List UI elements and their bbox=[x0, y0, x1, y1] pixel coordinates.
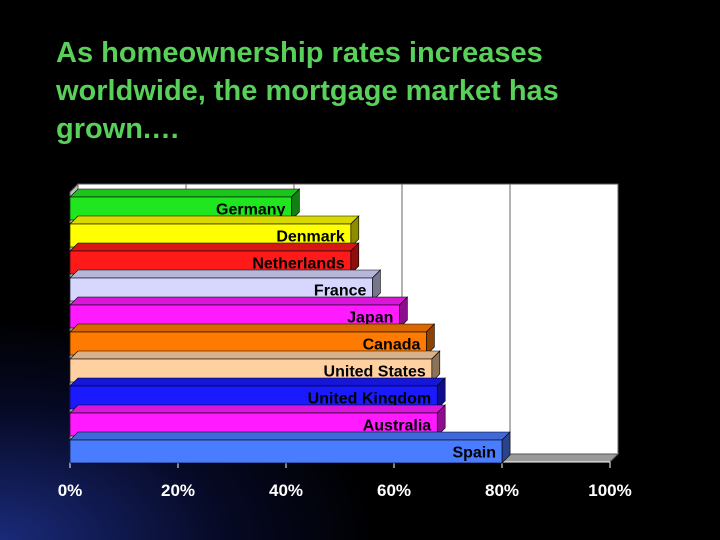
bar-top bbox=[69, 242, 360, 252]
bar-label: France bbox=[314, 283, 367, 300]
bar-top bbox=[69, 188, 301, 198]
bar-label: Canada bbox=[363, 337, 421, 354]
x-tick-label: 60% bbox=[377, 481, 411, 500]
bar-label: Netherlands bbox=[252, 256, 345, 273]
bar-label: United States bbox=[324, 364, 426, 381]
x-tick-label: 80% bbox=[485, 481, 519, 500]
slide-title: As homeownership rates increases worldwi… bbox=[56, 37, 559, 145]
x-tick-label: 40% bbox=[269, 481, 303, 500]
bar-label: Germany bbox=[216, 202, 285, 219]
bar-label: United Kingdom bbox=[308, 391, 432, 408]
x-tick-label: 20% bbox=[161, 481, 195, 500]
bar-top bbox=[69, 431, 511, 441]
bar-label: Japan bbox=[347, 310, 393, 327]
bar-top bbox=[69, 296, 409, 306]
bar-top bbox=[69, 377, 446, 387]
bar-top bbox=[69, 350, 441, 360]
bar-top bbox=[69, 323, 436, 333]
bar-top bbox=[69, 404, 446, 414]
bar-label: Australia bbox=[363, 418, 432, 435]
bar-top bbox=[69, 269, 382, 279]
bar bbox=[69, 439, 503, 464]
bar-label: Spain bbox=[452, 445, 496, 462]
x-tick-label: 100% bbox=[588, 481, 631, 500]
bar-label: Denmark bbox=[276, 229, 345, 246]
bar-top bbox=[69, 215, 360, 225]
x-tick-label: 0% bbox=[58, 481, 83, 500]
